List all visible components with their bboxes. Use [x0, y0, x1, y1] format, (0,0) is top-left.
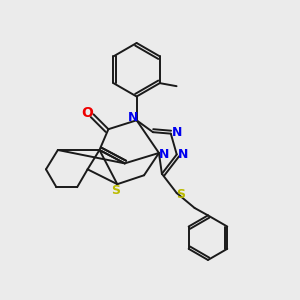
- Text: S: S: [111, 184, 120, 196]
- Text: N: N: [128, 111, 138, 124]
- Text: N: N: [159, 148, 169, 161]
- Text: O: O: [81, 106, 93, 120]
- Text: S: S: [176, 188, 185, 201]
- Text: N: N: [178, 148, 188, 161]
- Text: N: N: [172, 126, 182, 139]
